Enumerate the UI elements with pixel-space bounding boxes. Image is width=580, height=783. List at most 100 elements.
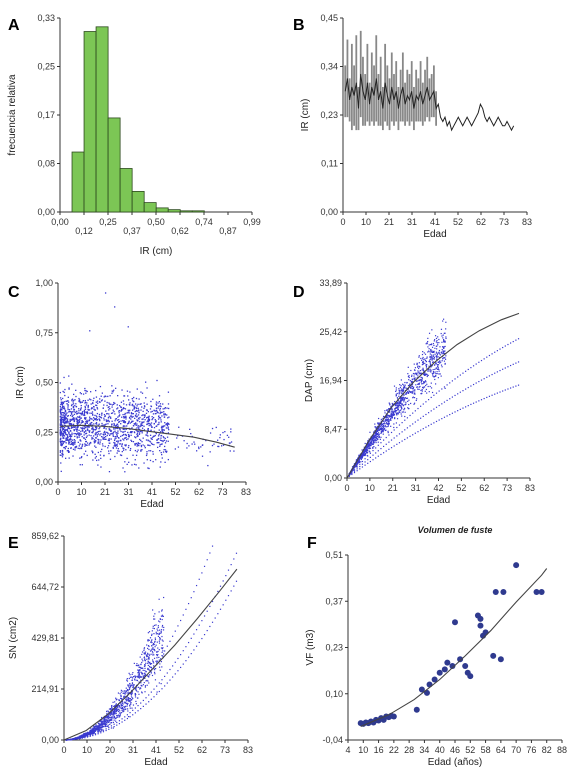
data-point [162, 436, 165, 438]
data-point [140, 676, 142, 678]
data-point [92, 459, 94, 461]
data-point [101, 716, 103, 719]
data-point [59, 418, 62, 421]
data-point [386, 409, 388, 411]
data-point [442, 320, 444, 322]
data-point [89, 735, 91, 737]
data-point [154, 624, 156, 627]
data-point [423, 359, 425, 361]
data-point [61, 443, 64, 446]
data-point [69, 435, 71, 437]
data-point [100, 730, 102, 733]
data-point [444, 341, 446, 343]
data-point [424, 362, 426, 364]
data-point [377, 433, 379, 436]
data-point [180, 619, 182, 622]
data-point [59, 429, 62, 431]
y-tick-label: 0,33 [37, 13, 55, 23]
data-point [399, 404, 401, 407]
data-point [164, 407, 166, 410]
data-point [85, 426, 87, 429]
data-point [166, 422, 169, 424]
data-point [405, 397, 407, 400]
data-point [107, 423, 109, 425]
data-point [169, 640, 171, 642]
data-point [124, 430, 126, 433]
data-point [109, 407, 111, 410]
data-point [154, 637, 156, 639]
data-point [138, 427, 140, 429]
data-point [110, 727, 113, 729]
data-point [435, 375, 437, 377]
histogram-bar [143, 202, 157, 213]
data-point [399, 397, 401, 399]
data-point [155, 432, 158, 435]
data-point [441, 351, 443, 353]
data-point [390, 431, 393, 434]
data-point [193, 441, 195, 443]
data-point [161, 610, 163, 612]
x-tick-label: 31 [407, 217, 417, 227]
data-point [182, 650, 184, 652]
x-tick-label: 0,99 [243, 217, 261, 227]
data-point [122, 431, 124, 433]
data-point [73, 439, 76, 441]
data-point [82, 393, 85, 395]
data-point [102, 725, 105, 727]
data-point [172, 676, 174, 678]
data-point [433, 394, 435, 396]
data-point [355, 466, 357, 468]
data-point [85, 392, 87, 394]
data-point [88, 431, 91, 433]
data-point [148, 668, 150, 670]
data-point [136, 430, 138, 432]
data-point [110, 417, 112, 419]
data-point [443, 346, 445, 348]
panel-label: D [293, 284, 305, 301]
y-axis-label: IR (cm) [300, 99, 311, 132]
data-point [165, 440, 168, 442]
data-point [153, 668, 155, 670]
data-point [172, 665, 174, 667]
data-point [419, 372, 421, 374]
data-point [390, 408, 392, 410]
data-point [418, 371, 420, 373]
data-point [132, 440, 135, 443]
data-point [154, 618, 156, 620]
data-point [59, 419, 62, 421]
data-point [81, 435, 83, 438]
data-point [83, 409, 86, 412]
data-point [146, 679, 148, 682]
data-point [94, 726, 96, 728]
data-point [380, 422, 383, 425]
data-point [87, 406, 89, 408]
data-point [104, 723, 106, 725]
data-point [120, 702, 122, 704]
data-point [159, 407, 161, 410]
data-point [411, 391, 413, 393]
data-point [441, 348, 443, 351]
data-point [110, 450, 112, 452]
data-point [207, 464, 209, 467]
data-point [146, 431, 149, 433]
data-point [123, 416, 125, 419]
data-point [388, 421, 390, 423]
data-point [81, 401, 84, 403]
data-point [126, 699, 128, 701]
data-point [424, 358, 426, 360]
data-point [115, 712, 117, 715]
data-point [108, 721, 110, 723]
data-point [130, 421, 133, 423]
data-point [129, 676, 132, 678]
data-point [425, 373, 427, 376]
data-point [413, 706, 420, 713]
data-point [166, 423, 168, 426]
data-point [502, 390, 504, 392]
x-tick-label: 83 [243, 745, 253, 755]
data-point [71, 400, 73, 402]
data-point [159, 445, 161, 448]
data-point [203, 633, 206, 636]
data-point [403, 384, 405, 386]
data-point [153, 662, 155, 664]
data-point [414, 393, 416, 395]
